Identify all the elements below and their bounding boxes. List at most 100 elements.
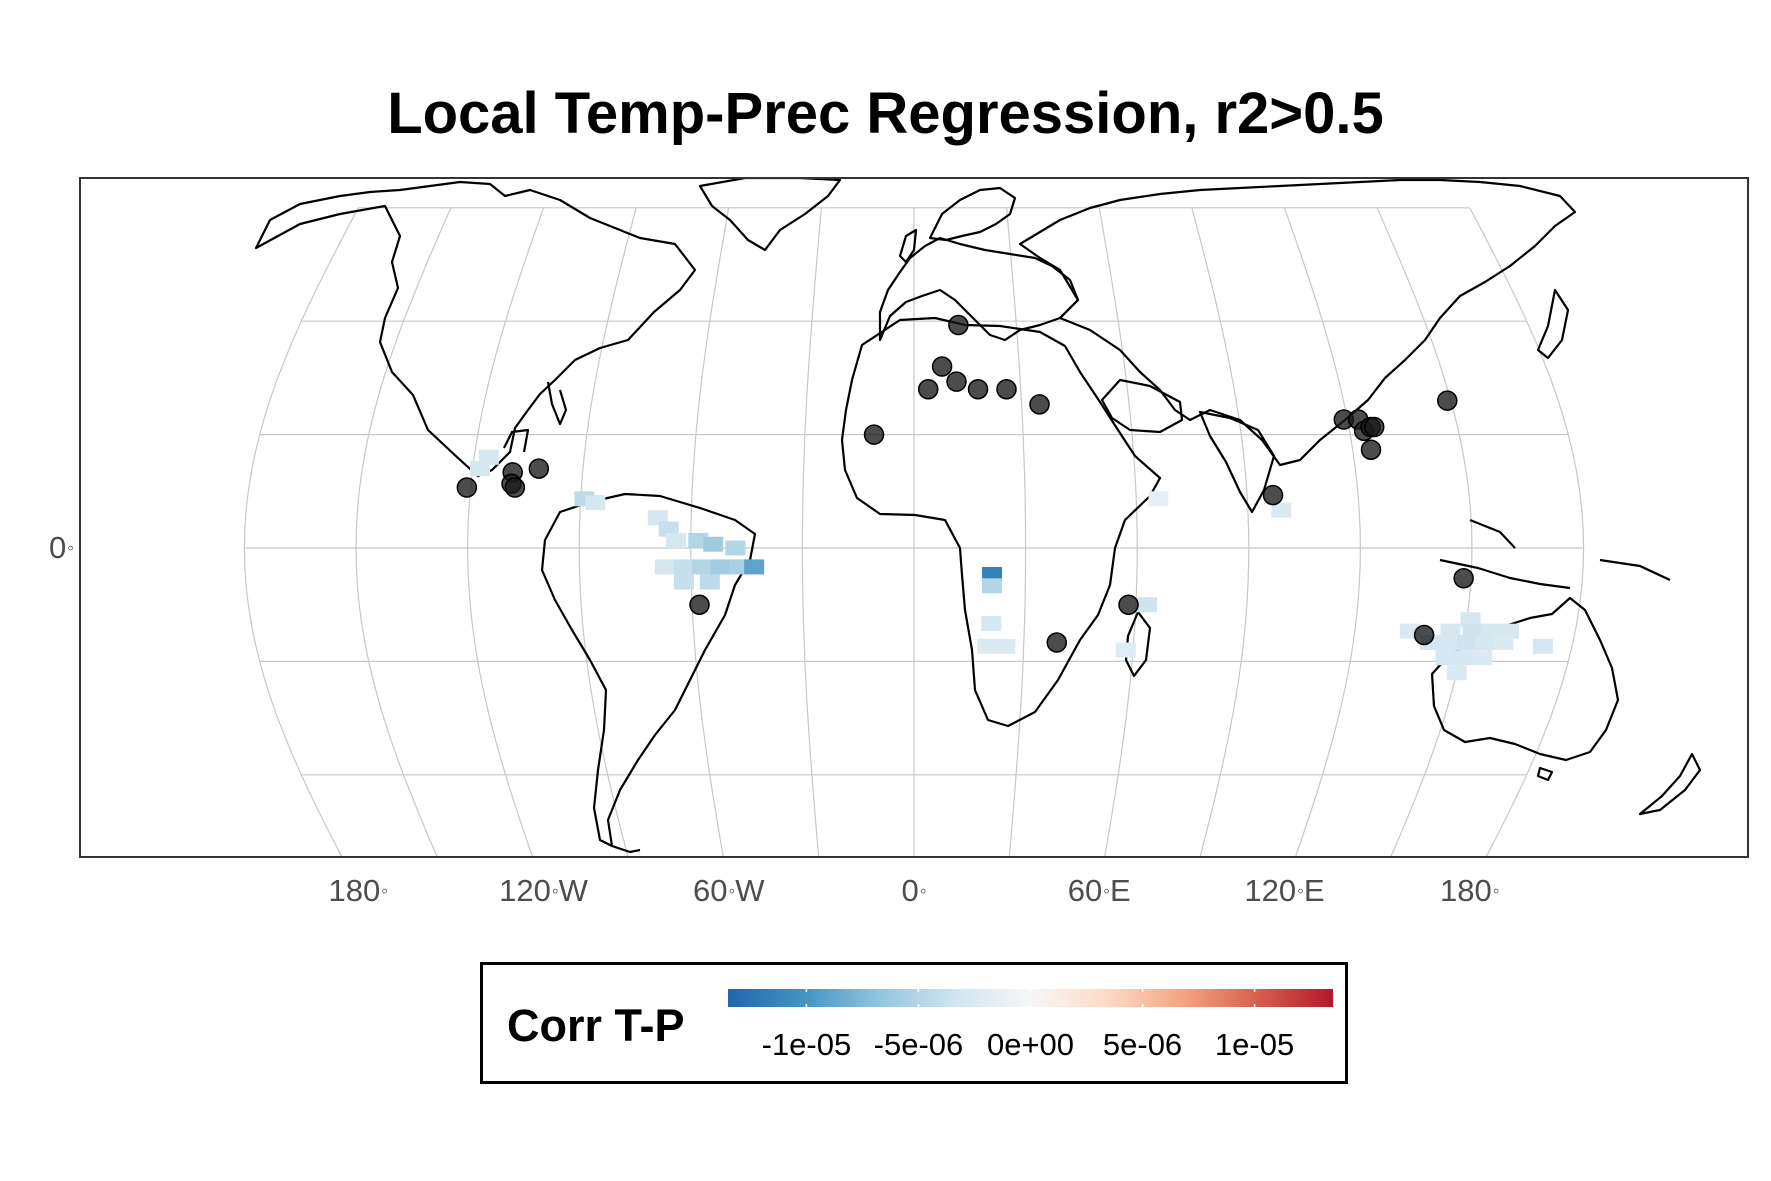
station-point — [996, 378, 1017, 400]
correlation-cell — [1499, 623, 1520, 639]
correlation-cell — [1493, 635, 1514, 650]
legend: Corr T-P -1e-05 -5e-06 0e+00 5e-06 1e-05 — [480, 962, 1348, 1084]
correlation-cell — [981, 578, 1002, 594]
correlation-cell — [725, 540, 746, 556]
coast-florida — [546, 381, 568, 426]
meridian-line — [1376, 207, 1473, 857]
x-tick-label: 180◦ — [1440, 873, 1500, 908]
meridian-line — [355, 207, 452, 857]
station-points — [456, 314, 1474, 653]
meridian-line — [1469, 207, 1585, 857]
coast-europe — [878, 236, 1080, 342]
correlation-cell — [654, 559, 675, 575]
meridian-line — [690, 207, 730, 857]
correlation-cell — [699, 574, 720, 590]
station-point — [931, 356, 953, 377]
x-tick-label: 0◦ — [901, 873, 927, 908]
correlation-cell — [1438, 635, 1459, 650]
correlation-cell — [469, 461, 490, 477]
coast-new-zealand — [1638, 752, 1702, 816]
correlation-cell — [710, 559, 731, 575]
correlation-cell — [977, 638, 998, 654]
coast-indonesia — [1439, 518, 1671, 590]
correlation-cell — [673, 559, 694, 575]
station-point — [946, 371, 967, 392]
correlation-cell — [1446, 665, 1467, 681]
coastline — [254, 178, 1702, 854]
correlation-cell — [647, 510, 668, 526]
x-tick-label: 180◦ — [328, 873, 388, 908]
station-point — [504, 477, 526, 498]
coast-north-america — [254, 180, 697, 478]
correlation-cell — [673, 574, 694, 590]
correlation-cell — [1460, 612, 1481, 628]
station-point — [1360, 439, 1382, 460]
correlation-cell — [1475, 635, 1496, 650]
legend-tick-label: 5e-06 — [1102, 1027, 1183, 1062]
correlation-cell — [1532, 638, 1553, 654]
station-point — [1363, 416, 1385, 438]
station-point — [689, 594, 710, 615]
station-point — [528, 458, 550, 479]
station-point — [948, 314, 969, 336]
correlation-cell — [658, 521, 679, 537]
meridian-line — [243, 207, 359, 857]
correlation-cell — [1137, 597, 1158, 613]
legend-tick-label: 1e-05 — [1214, 1027, 1295, 1062]
correlation-cell — [703, 536, 724, 552]
station-point — [1118, 594, 1139, 615]
meridian-line — [1283, 207, 1362, 857]
coast-fuego — [611, 844, 641, 854]
correlation-cell — [981, 616, 1002, 632]
station-point — [1046, 632, 1068, 653]
correlation-cell — [1456, 635, 1477, 650]
coast-arabia — [1100, 378, 1184, 434]
coast-australia — [1430, 596, 1620, 762]
correlation-cell — [1115, 642, 1136, 658]
legend-title: Corr T-P — [507, 1000, 685, 1051]
correlation-cell — [1462, 623, 1483, 639]
coast-greenland — [698, 178, 842, 252]
x-tick-label: 60◦E — [1067, 873, 1131, 908]
correlation-cell — [1471, 650, 1492, 666]
chart-title: Local Temp-Prec Regression, r2>0.5 — [387, 81, 1384, 146]
coast-britain — [898, 228, 918, 264]
correlation-cell — [1148, 491, 1169, 507]
correlation-cell — [995, 638, 1016, 654]
coast-africa — [840, 316, 1162, 728]
coast-yucatan — [503, 428, 530, 453]
meridian-line — [1191, 207, 1250, 857]
correlation-cell — [982, 566, 1003, 582]
coast-tasmania — [1536, 766, 1554, 782]
coast-scandinavia — [928, 186, 1017, 242]
correlation-cell — [585, 495, 606, 511]
station-point — [863, 424, 885, 445]
correlation-cell — [1480, 623, 1501, 639]
coast-south-america — [540, 492, 757, 848]
meridian-line — [466, 207, 545, 857]
station-point — [456, 477, 478, 498]
coast-madagascar — [1124, 610, 1152, 678]
legend-tick-label: 0e+00 — [986, 1027, 1075, 1062]
station-point — [917, 378, 939, 400]
meridian-line — [578, 207, 637, 857]
station-point — [1029, 394, 1050, 415]
legend-colorbar — [728, 989, 1333, 1007]
station-point — [967, 378, 989, 400]
correlation-cell — [1435, 650, 1456, 666]
correlation-cell — [478, 449, 499, 465]
legend-tick-label: -1e-05 — [761, 1027, 852, 1062]
correlation-cell — [1271, 502, 1292, 518]
correlation-cell — [1440, 623, 1461, 639]
correlation-cell — [692, 559, 713, 575]
x-tick-label: 120◦E — [1244, 873, 1325, 908]
meridian-line — [1006, 207, 1027, 857]
correlation-cell — [665, 532, 686, 548]
station-point — [1262, 484, 1284, 506]
x-tick-label: 60◦W — [692, 873, 765, 908]
meridian-line — [801, 207, 822, 857]
correlation-cells — [469, 449, 1553, 681]
coast-india — [1198, 410, 1276, 514]
station-point — [1437, 390, 1458, 411]
